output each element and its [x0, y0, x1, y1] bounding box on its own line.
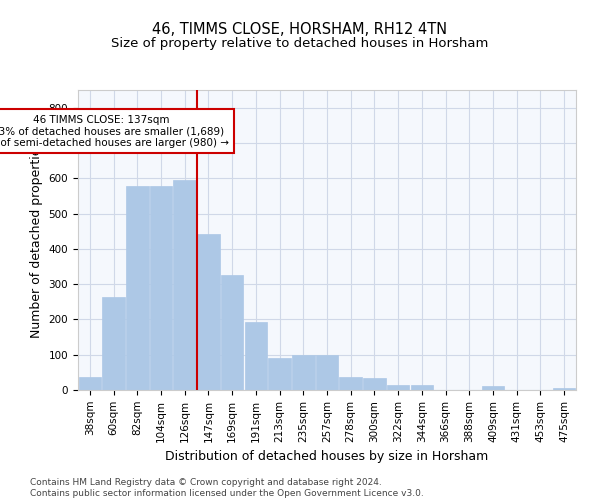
Bar	[482, 386, 504, 390]
Bar	[292, 354, 314, 390]
Bar	[126, 186, 149, 390]
Bar	[268, 358, 291, 390]
Y-axis label: Number of detached properties: Number of detached properties	[30, 142, 43, 338]
Bar	[173, 180, 196, 390]
Bar	[221, 274, 244, 390]
Text: Contains HM Land Registry data © Crown copyright and database right 2024.
Contai: Contains HM Land Registry data © Crown c…	[30, 478, 424, 498]
Bar	[553, 388, 575, 390]
Bar	[340, 377, 362, 390]
Text: 46, TIMMS CLOSE, HORSHAM, RH12 4TN: 46, TIMMS CLOSE, HORSHAM, RH12 4TN	[152, 22, 448, 38]
Bar	[410, 385, 433, 390]
X-axis label: Distribution of detached houses by size in Horsham: Distribution of detached houses by size …	[166, 450, 488, 463]
Bar	[363, 378, 386, 390]
Bar	[316, 354, 338, 390]
Text: Size of property relative to detached houses in Horsham: Size of property relative to detached ho…	[112, 38, 488, 51]
Bar	[245, 322, 267, 390]
Text: 46 TIMMS CLOSE: 137sqm
← 63% of detached houses are smaller (1,689)
36% of semi-: 46 TIMMS CLOSE: 137sqm ← 63% of detached…	[0, 114, 229, 148]
Bar	[387, 384, 409, 390]
Bar	[79, 377, 101, 390]
Bar	[197, 234, 220, 390]
Bar	[150, 186, 172, 390]
Bar	[103, 297, 125, 390]
